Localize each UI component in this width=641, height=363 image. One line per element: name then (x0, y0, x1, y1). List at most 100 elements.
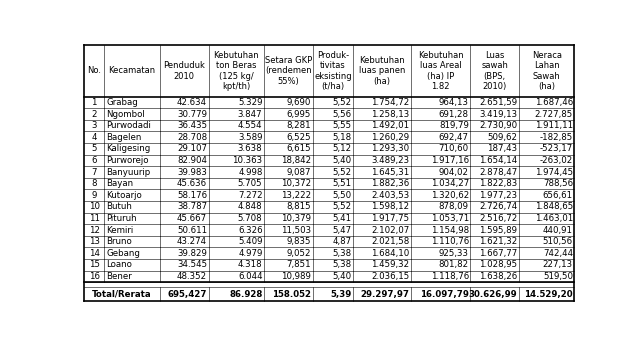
Text: 5.409: 5.409 (238, 237, 263, 246)
Text: 4: 4 (92, 133, 97, 142)
Text: Bener: Bener (106, 272, 132, 281)
Text: No.: No. (87, 66, 101, 75)
Bar (313, 201, 353, 213)
Bar (519, 224, 574, 236)
Text: 2.516,72: 2.516,72 (479, 214, 517, 223)
Text: 695,427: 695,427 (167, 290, 207, 299)
Bar (160, 224, 208, 236)
Text: 2.726,74: 2.726,74 (479, 202, 517, 211)
Text: 6: 6 (92, 156, 97, 165)
Bar (264, 201, 313, 213)
Bar (104, 189, 160, 201)
Bar (411, 248, 470, 259)
Bar (208, 166, 264, 178)
Bar (84, 155, 104, 166)
Bar (470, 178, 519, 189)
Text: 1.293,30: 1.293,30 (371, 144, 409, 153)
Text: 1.684,10: 1.684,10 (371, 249, 409, 258)
Text: 30.626,99: 30.626,99 (469, 290, 517, 299)
Bar (264, 120, 313, 131)
Bar (208, 236, 264, 248)
Bar (264, 259, 313, 271)
Bar (160, 213, 208, 224)
Bar (470, 271, 519, 282)
Bar (313, 259, 353, 271)
Bar (411, 131, 470, 143)
Text: 440,91: 440,91 (543, 225, 573, 234)
Text: 4,87: 4,87 (333, 237, 352, 246)
Bar (104, 259, 160, 271)
Bar (84, 236, 104, 248)
Bar (208, 143, 264, 155)
Text: Kaligesing: Kaligesing (106, 144, 151, 153)
Text: 2.102,07: 2.102,07 (371, 225, 409, 234)
Text: 5.329: 5.329 (238, 98, 263, 107)
Text: 5,41: 5,41 (333, 214, 352, 223)
Bar (519, 259, 574, 271)
Text: 5,56: 5,56 (333, 110, 352, 119)
Bar (313, 45, 353, 97)
Text: 1.882,36: 1.882,36 (371, 179, 409, 188)
Bar (160, 143, 208, 155)
Text: Ngombol: Ngombol (106, 110, 145, 119)
Bar (470, 248, 519, 259)
Bar (104, 166, 160, 178)
Text: -263,02: -263,02 (540, 156, 573, 165)
Text: 7.272: 7.272 (238, 191, 263, 200)
Bar (353, 248, 411, 259)
Text: Purworejo: Purworejo (106, 156, 149, 165)
Text: 4.848: 4.848 (238, 202, 263, 211)
Bar (519, 131, 574, 143)
Text: 1.118,76: 1.118,76 (431, 272, 469, 281)
Bar (411, 201, 470, 213)
Text: 1.598,12: 1.598,12 (371, 202, 409, 211)
Text: 29.297,97: 29.297,97 (360, 290, 409, 299)
Bar (519, 108, 574, 120)
Bar (411, 178, 470, 189)
Text: 801,82: 801,82 (438, 260, 469, 269)
Text: 6.044: 6.044 (238, 272, 263, 281)
Text: 878,09: 878,09 (439, 202, 469, 211)
Bar (411, 120, 470, 131)
Text: 29.107: 29.107 (177, 144, 207, 153)
Text: 5.708: 5.708 (238, 214, 263, 223)
Bar (264, 178, 313, 189)
Bar (411, 259, 470, 271)
Text: Kemiri: Kemiri (106, 225, 133, 234)
Bar (353, 143, 411, 155)
Bar (264, 248, 313, 259)
Bar (104, 155, 160, 166)
Bar (470, 143, 519, 155)
Bar (470, 108, 519, 120)
Text: 1.595,89: 1.595,89 (479, 225, 517, 234)
Text: Produk-
tivitas
eksisting
(t/ha): Produk- tivitas eksisting (t/ha) (314, 51, 352, 91)
Bar (160, 201, 208, 213)
Bar (411, 143, 470, 155)
Bar (353, 271, 411, 282)
Bar (264, 131, 313, 143)
Bar (313, 213, 353, 224)
Bar (353, 108, 411, 120)
Bar (208, 155, 264, 166)
Text: 5: 5 (92, 144, 97, 153)
Bar (208, 224, 264, 236)
Text: 9,690: 9,690 (287, 98, 311, 107)
Bar (160, 248, 208, 259)
Bar (313, 224, 353, 236)
Bar (411, 287, 470, 301)
Text: 692,47: 692,47 (439, 133, 469, 142)
Text: 30.779: 30.779 (177, 110, 207, 119)
Text: 819,79: 819,79 (439, 121, 469, 130)
Text: 742,44: 742,44 (543, 249, 573, 258)
Bar (104, 97, 160, 108)
Text: Kecamatan: Kecamatan (108, 66, 156, 75)
Bar (160, 97, 208, 108)
Bar (84, 287, 160, 301)
Text: 5,40: 5,40 (333, 272, 352, 281)
Text: 3.419,13: 3.419,13 (479, 110, 517, 119)
Text: 5,52: 5,52 (333, 168, 352, 176)
Text: 1.911,11: 1.911,11 (535, 121, 573, 130)
Bar (160, 178, 208, 189)
Bar (353, 97, 411, 108)
Text: 16.097,79: 16.097,79 (420, 290, 469, 299)
